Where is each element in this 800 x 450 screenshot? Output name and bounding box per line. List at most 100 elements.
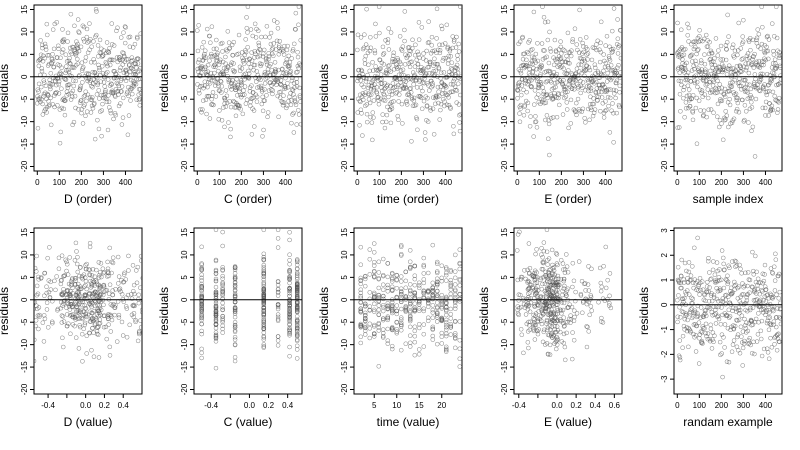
data-point — [435, 293, 440, 298]
data-point — [439, 26, 445, 32]
data-point — [545, 312, 551, 317]
data-point — [722, 267, 727, 272]
data-point — [399, 291, 404, 297]
data-point — [72, 314, 78, 320]
data-point — [385, 306, 390, 311]
data-point — [516, 81, 521, 86]
data-point — [125, 56, 131, 62]
data-point — [287, 321, 292, 327]
data-point — [47, 77, 52, 83]
data-point — [545, 136, 551, 141]
data-point — [454, 88, 460, 93]
data-point — [572, 308, 577, 313]
data-point — [260, 108, 266, 114]
data-point — [444, 272, 449, 278]
data-point — [531, 274, 537, 279]
data-point — [75, 254, 80, 260]
data-point — [261, 314, 267, 320]
data-point — [383, 38, 388, 43]
data-point — [700, 287, 706, 292]
data-point — [275, 286, 281, 292]
data-point — [119, 84, 125, 89]
data-point — [399, 322, 404, 328]
data-point — [426, 304, 431, 310]
data-point — [74, 261, 80, 267]
data-point — [562, 323, 567, 329]
data-point — [543, 79, 549, 85]
data-point — [742, 316, 747, 322]
data-point — [595, 69, 601, 74]
data-point — [742, 78, 747, 83]
data-point — [75, 41, 80, 47]
data-point — [82, 58, 88, 64]
data-point — [245, 45, 250, 50]
data-point — [295, 63, 301, 69]
data-point — [711, 259, 716, 264]
data-point — [444, 327, 449, 333]
data-point — [515, 232, 521, 237]
data-point — [421, 280, 426, 286]
data-point — [292, 85, 297, 90]
data-point — [426, 64, 432, 70]
data-point — [519, 83, 524, 88]
data-point — [440, 42, 445, 48]
data-point — [298, 99, 302, 104]
data-point — [226, 40, 232, 45]
data-point — [745, 270, 751, 275]
data-point — [408, 259, 413, 264]
data-point — [578, 78, 583, 84]
data-point — [213, 300, 219, 306]
data-point — [749, 95, 754, 100]
data-point — [65, 39, 70, 44]
data-point — [287, 252, 292, 257]
data-point — [128, 77, 134, 83]
data-point — [263, 57, 269, 62]
data-point — [256, 43, 262, 48]
data-point — [136, 331, 142, 337]
data-point — [565, 30, 571, 36]
data-point — [721, 255, 726, 261]
data-point — [563, 94, 569, 99]
data-point — [296, 5, 302, 10]
data-point — [288, 91, 293, 96]
data-point — [372, 322, 377, 328]
data-point — [733, 282, 738, 288]
data-point — [539, 246, 544, 251]
data-point — [212, 70, 217, 76]
data-point — [115, 254, 121, 260]
data-point — [214, 46, 219, 52]
data-point — [370, 110, 376, 115]
data-point — [743, 330, 749, 335]
data-point — [456, 49, 462, 54]
data-point — [78, 307, 84, 313]
data-point — [563, 89, 568, 95]
data-point — [438, 101, 444, 107]
data-point — [457, 283, 462, 288]
data-point — [59, 50, 65, 55]
data-point — [408, 310, 413, 315]
data-point — [219, 84, 225, 89]
data-point — [83, 263, 88, 268]
data-point — [133, 81, 139, 87]
data-point — [682, 115, 687, 120]
data-point — [270, 91, 275, 97]
data-point — [526, 51, 531, 56]
data-point — [199, 281, 204, 287]
data-point — [113, 71, 118, 76]
data-point — [544, 228, 550, 233]
data-point — [47, 245, 52, 250]
data-point — [749, 99, 754, 105]
data-point — [547, 342, 553, 348]
data-point — [412, 324, 417, 329]
data-point — [432, 61, 438, 67]
data-point — [742, 283, 747, 289]
data-point — [605, 70, 610, 76]
data-point — [261, 305, 267, 311]
data-point — [754, 59, 759, 65]
data-point — [78, 85, 83, 91]
data-point — [444, 324, 449, 330]
data-point — [385, 315, 390, 321]
data-point — [535, 284, 540, 289]
data-point — [580, 85, 585, 91]
